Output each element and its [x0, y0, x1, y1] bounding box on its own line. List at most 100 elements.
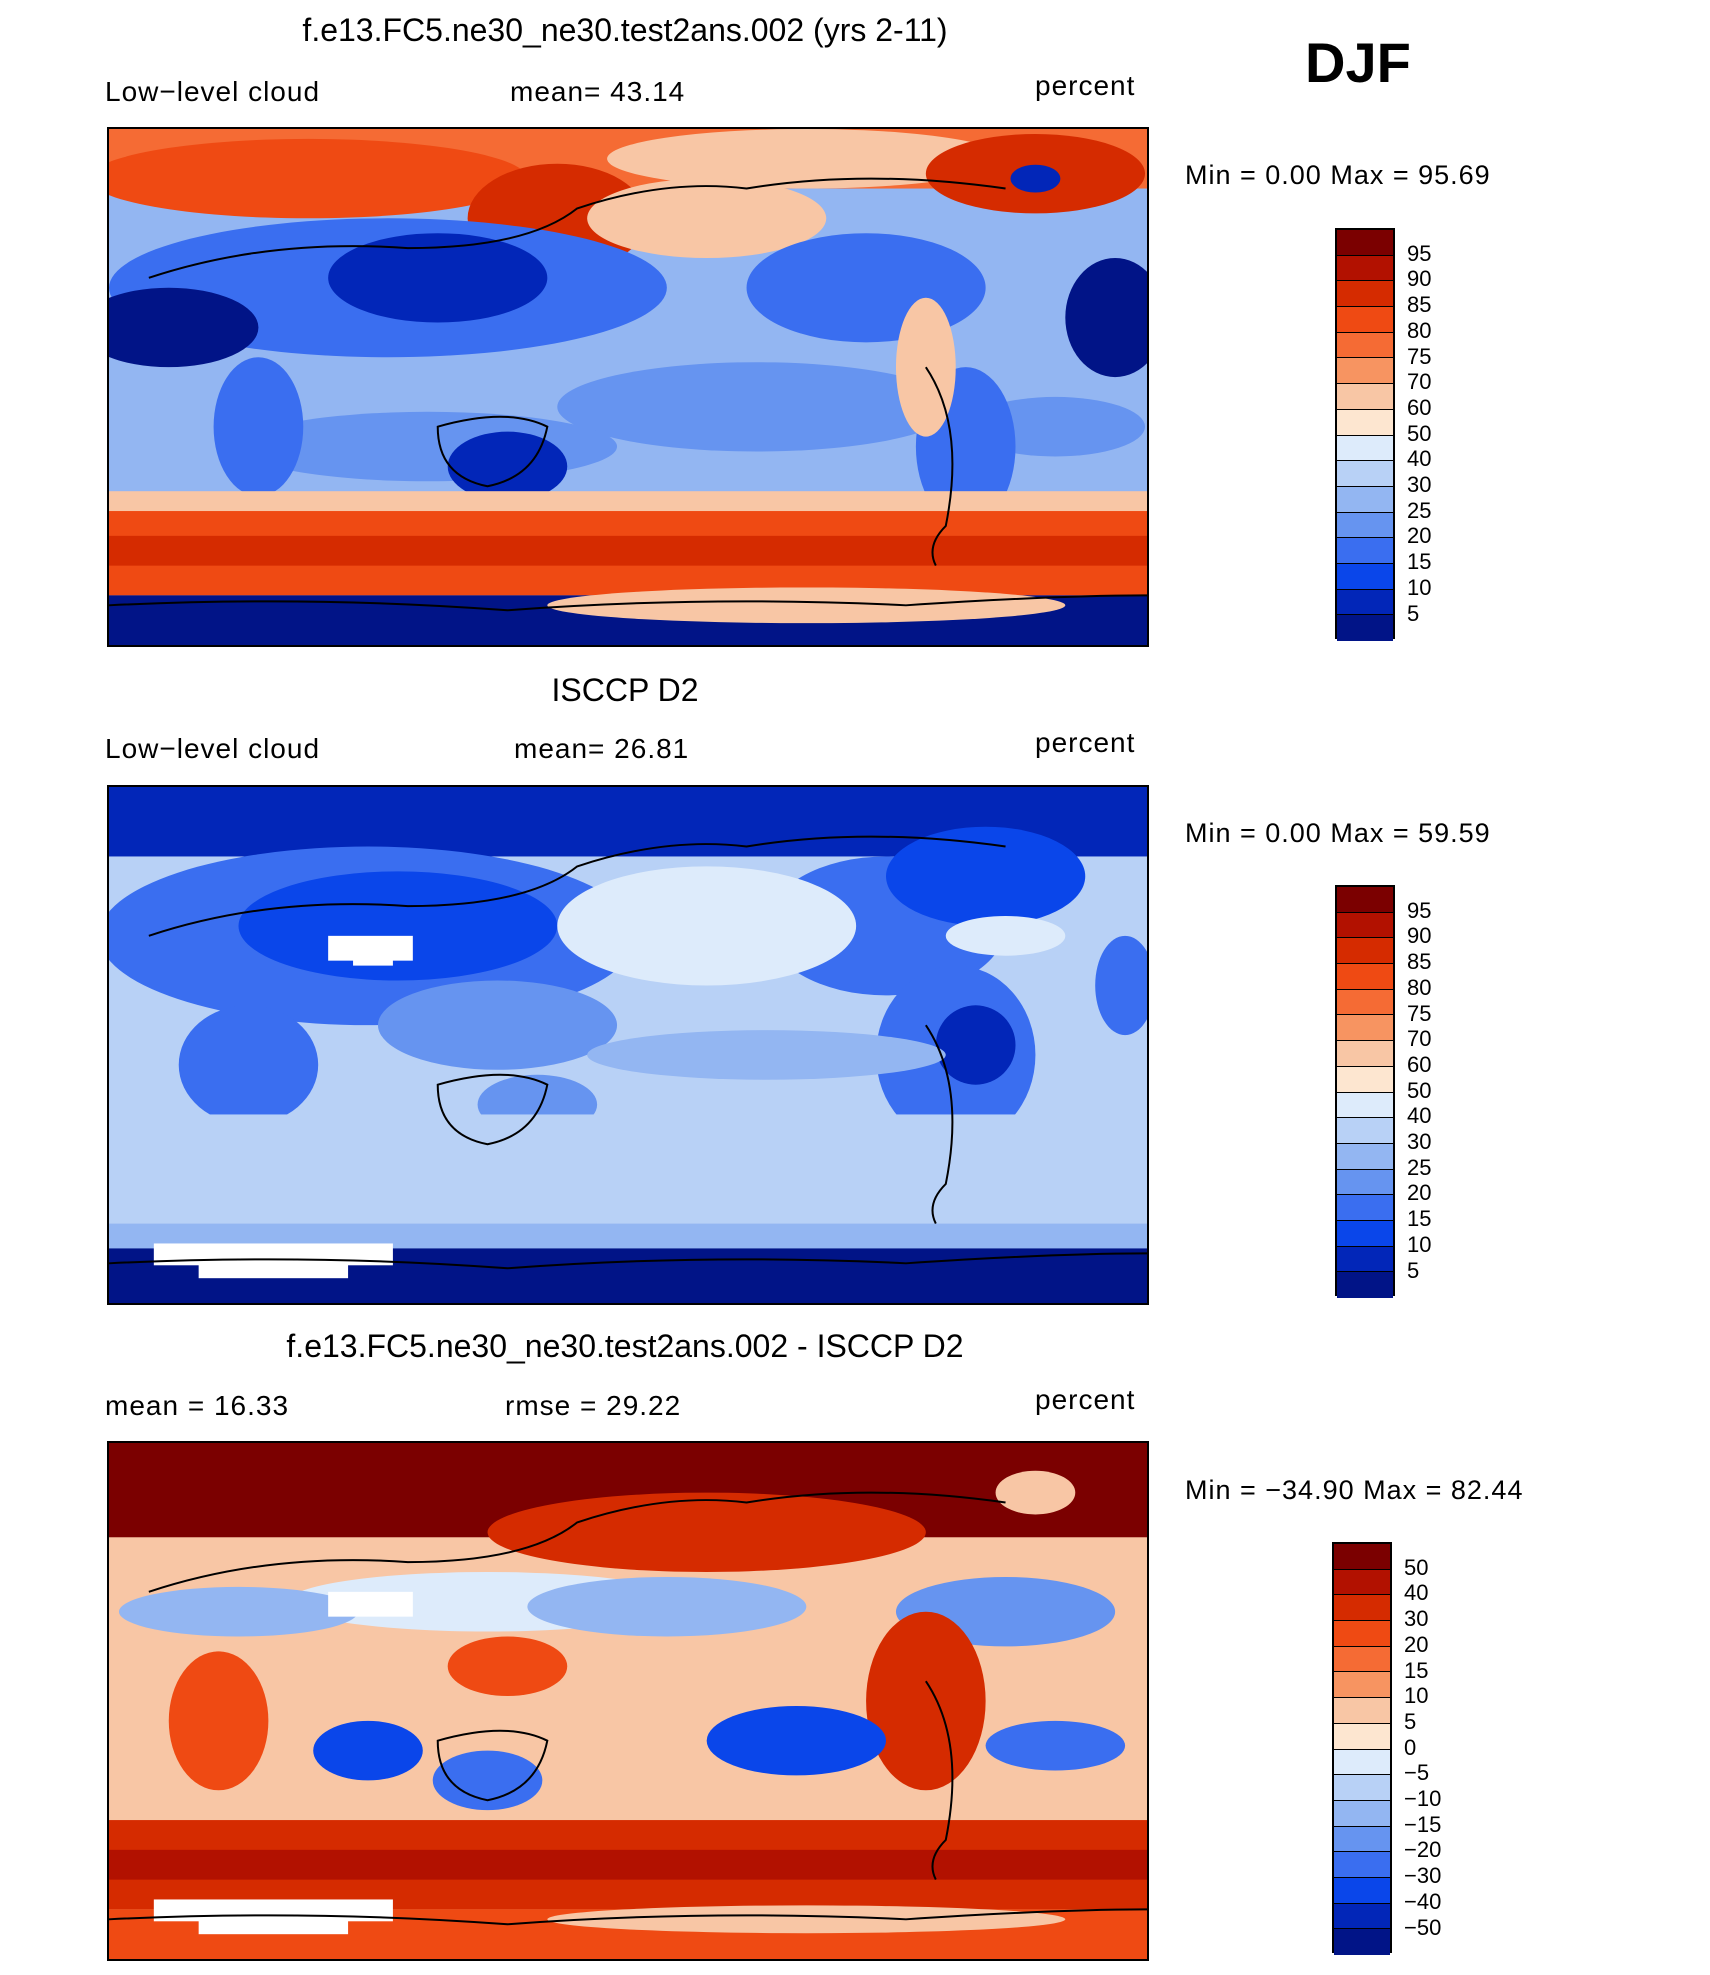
colorbar-segment — [1334, 1877, 1390, 1904]
colorbar-segment — [1337, 589, 1393, 616]
colorbar-segment — [1337, 964, 1393, 990]
panel-3-map — [107, 1441, 1149, 1961]
panel-3-title: f.e13.FC5.ne30_ne30.test2ans.002 - ISCCP… — [286, 1328, 964, 1364]
colorbar-segment — [1334, 1698, 1390, 1724]
colorbar-segment — [1334, 1646, 1390, 1673]
panel-1-minmax: Min = 0.00 Max = 95.69 — [1185, 160, 1491, 190]
colorbar-tick-label: 20 — [1407, 523, 1432, 549]
colorbar-tick-label: 95 — [1407, 240, 1432, 266]
panel-3-rmse-label: rmse = 29.22 — [505, 1390, 682, 1421]
colorbar-segment — [1337, 989, 1393, 1016]
colorbar-tick-label: 60 — [1407, 394, 1432, 420]
colorbar-tick-label: −20 — [1404, 1837, 1442, 1863]
panel-1-units-label: percent — [1035, 70, 1136, 101]
panel-2-minmax: Min = 0.00 Max = 59.59 — [1185, 818, 1491, 848]
colorbar-segment — [1334, 1800, 1390, 1827]
colorbar-segment — [1337, 1066, 1393, 1093]
colorbar-segment — [1334, 1595, 1390, 1622]
colorbar-tick-label: 25 — [1407, 497, 1432, 523]
colorbar-tick-label: 70 — [1407, 369, 1432, 395]
panel-2-units-label: percent — [1035, 727, 1136, 758]
colorbar-tick-label: −15 — [1404, 1811, 1442, 1837]
season-label: DJF — [1305, 31, 1411, 94]
colorbar-tick-label: −30 — [1404, 1863, 1442, 1889]
panel-2-mean-label: mean= 26.81 — [514, 733, 690, 764]
colorbar-segment — [1337, 1272, 1393, 1298]
colorbar-tick-label: 0 — [1404, 1734, 1417, 1760]
colorbar-tick-label: 15 — [1407, 549, 1432, 575]
colorbar-segment — [1337, 384, 1393, 410]
colorbar-segment — [1334, 1672, 1390, 1699]
colorbar-tick-label: 85 — [1407, 292, 1432, 318]
colorbar-segment — [1337, 486, 1393, 513]
colorbar-tick-label: 40 — [1407, 446, 1432, 472]
panel-1-mean-label: mean= 43.14 — [510, 76, 686, 107]
panel-1-title: f.e13.FC5.ne30_ne30.test2ans.002 (yrs 2-… — [302, 12, 948, 48]
colorbar-segment — [1337, 358, 1393, 385]
colorbar-tick-label: 50 — [1407, 420, 1432, 446]
colorbar-tick-label: 85 — [1407, 949, 1432, 975]
colorbar-segment — [1334, 1852, 1390, 1878]
colorbar-tick-label: 75 — [1407, 1000, 1432, 1026]
colorbar-tick-label: 5 — [1407, 600, 1420, 626]
colorbar-segment — [1337, 1118, 1393, 1144]
panel-2-map-svg — [109, 787, 1147, 1303]
colorbar-segment — [1337, 332, 1393, 359]
colorbar-segment — [1337, 230, 1393, 256]
colorbar-segment — [1337, 409, 1393, 436]
colorbar-segment — [1337, 281, 1393, 308]
colorbar-tick-label: 70 — [1407, 1026, 1432, 1052]
colorbar-segment — [1334, 1723, 1390, 1750]
colorbar-segment — [1337, 615, 1393, 641]
colorbar-tick-label: 10 — [1404, 1683, 1429, 1709]
colorbar-tick-label: 20 — [1407, 1180, 1432, 1206]
panel-1-map-svg — [109, 129, 1147, 645]
colorbar-tick-label: 50 — [1407, 1077, 1432, 1103]
colorbar-tick-label: 75 — [1407, 343, 1432, 369]
panel-1-map — [107, 127, 1149, 647]
colorbar-tick-label: 15 — [1404, 1657, 1429, 1683]
colorbar-tick-label: 80 — [1407, 317, 1432, 343]
colorbar-tick-label: 20 — [1404, 1631, 1429, 1657]
colorbar-tick-label: 5 — [1407, 1257, 1420, 1283]
colorbar-segment — [1337, 307, 1393, 333]
colorbar-segment — [1337, 461, 1393, 487]
colorbar-tick-label: 10 — [1407, 1231, 1432, 1257]
colorbar-segment — [1337, 1092, 1393, 1119]
colorbar-segment — [1337, 255, 1393, 282]
colorbar-tick-label: 5 — [1404, 1708, 1417, 1734]
colorbar-segment — [1337, 938, 1393, 965]
panel-2-variable-label: Low−level cloud — [105, 733, 321, 764]
colorbar-tick-label: 95 — [1407, 897, 1432, 923]
colorbar-segment — [1334, 1903, 1390, 1930]
panel-3-mean-label: mean = 16.33 — [105, 1390, 290, 1421]
colorbar-tick-label: 60 — [1407, 1051, 1432, 1077]
colorbar-tick-label: 40 — [1404, 1580, 1429, 1606]
panel-3-units-label: percent — [1035, 1384, 1136, 1415]
panel-1-colorbar — [1335, 228, 1395, 641]
colorbar-tick-label: −50 — [1404, 1914, 1442, 1940]
colorbar-segment — [1337, 1246, 1393, 1273]
colorbar-segment — [1337, 538, 1393, 564]
colorbar-segment — [1334, 1749, 1390, 1776]
colorbar-tick-label: 30 — [1407, 1129, 1432, 1154]
panel-3-colorbar — [1332, 1542, 1392, 1955]
panel-3-minmax: Min = −34.90 Max = 82.44 — [1185, 1475, 1524, 1505]
panel-2-title: ISCCP D2 — [551, 672, 699, 708]
panel-2-colorbar — [1335, 885, 1395, 1298]
colorbar-tick-label: 15 — [1407, 1206, 1432, 1232]
colorbar-segment — [1337, 887, 1393, 913]
colorbar-segment — [1337, 1220, 1393, 1247]
colorbar-segment — [1337, 563, 1393, 590]
panel-1-variable-label: Low−level cloud — [105, 76, 321, 107]
colorbar-segment — [1334, 1775, 1390, 1801]
colorbar-segment — [1337, 1169, 1393, 1196]
colorbar-segment — [1337, 912, 1393, 939]
colorbar-tick-label: 90 — [1407, 266, 1432, 292]
panel-3-map-svg — [109, 1443, 1147, 1959]
colorbar-tick-label: 30 — [1407, 472, 1432, 497]
colorbar-tick-label: 90 — [1407, 923, 1432, 949]
colorbar-tick-label: −5 — [1404, 1760, 1430, 1786]
colorbar-tick-label: −10 — [1404, 1786, 1442, 1811]
colorbar-tick-label: 30 — [1404, 1606, 1429, 1632]
